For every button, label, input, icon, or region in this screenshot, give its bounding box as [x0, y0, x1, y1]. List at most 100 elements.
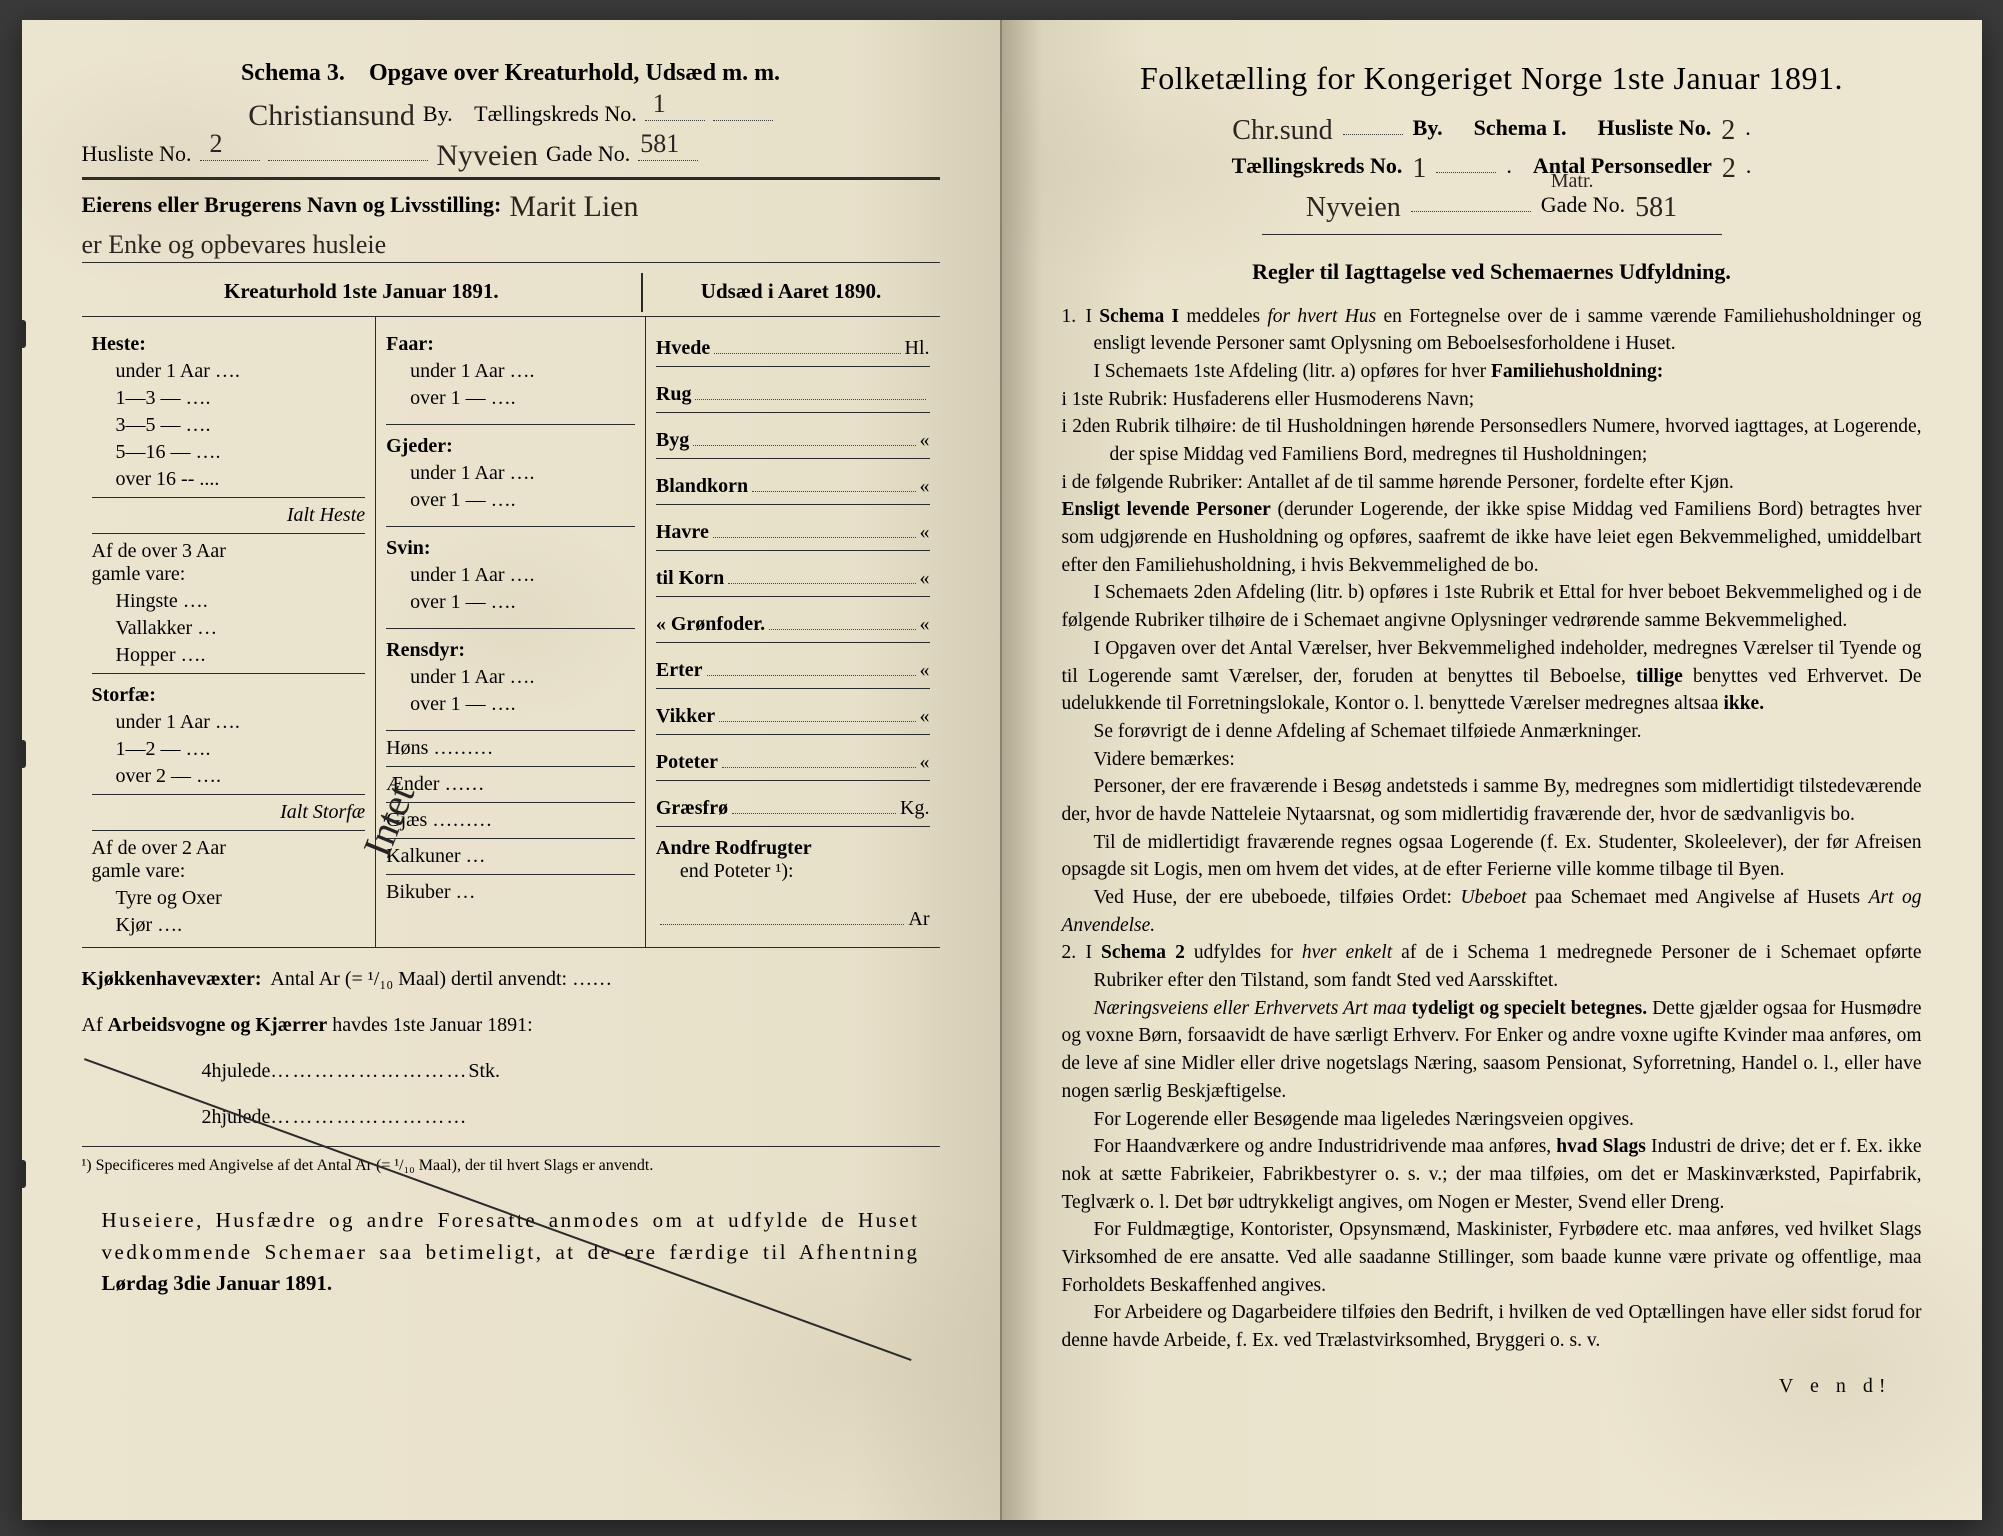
- left-title: Opgave over Kreaturhold, Udsæd m. m.: [369, 60, 780, 86]
- kreds-label: Tællingskreds No.: [474, 101, 637, 127]
- rule-text: Ved Huse, der ere ubeboede, tilføies Ord…: [1094, 887, 1461, 908]
- table-row: Rug: [656, 373, 930, 406]
- table-row: 5—16 — ….: [116, 441, 221, 464]
- table-row: Byg«: [656, 419, 930, 452]
- owner-occupation-hw: er Enke og opbevares husleie: [82, 230, 940, 260]
- husliste-label: Husliste No.: [82, 141, 192, 167]
- closing-date: Lørdag 3die Januar 1891.: [102, 1271, 333, 1295]
- storfae-head: Storfæ:: [92, 684, 366, 707]
- husliste-no: 2: [210, 129, 223, 159]
- r-antal-no: 2: [1722, 153, 1736, 185]
- r-husliste-no: 2: [1721, 115, 1735, 147]
- left-header: Schema 3. Opgave over Kreaturhold, Udsæd…: [82, 60, 940, 87]
- book-spread: Schema 3. Opgave over Kreaturhold, Udsæd…: [22, 20, 1982, 1520]
- closing-body: Huseiere, Husfædre og andre Foresatte an…: [102, 1208, 920, 1264]
- table-row: under 1 Aar ….: [116, 711, 240, 734]
- stk-label: Stk.: [468, 1060, 500, 1082]
- by-label: By.: [423, 101, 453, 127]
- faar-head: Faar:: [386, 333, 635, 356]
- rule-text: Schema I: [1099, 306, 1179, 327]
- table-row: Blandkorn«: [656, 465, 930, 498]
- col-head-right: Udsæd i Aaret 1890.: [643, 273, 940, 312]
- rule-text: Se forøvrigt de i denne Afdeling af Sche…: [1062, 718, 1922, 746]
- hjul2-line: 2hjulede: [82, 1102, 940, 1132]
- left-gade-handwritten: Nyveien: [436, 139, 538, 173]
- ialt-storfae: Ialt Storfæ: [92, 801, 366, 824]
- closing-text: Huseiere, Husfædre og andre Foresatte an…: [82, 1205, 940, 1300]
- rule-text: Til de midlertidigt fraværende regnes og…: [1062, 829, 1922, 884]
- col-2: Faar: under 1 Aar …. over 1 — …. Gjeder:…: [376, 317, 646, 947]
- vend-label: V e n d!: [1062, 1375, 1922, 1398]
- r-kreds-no: 1: [1412, 153, 1426, 185]
- rule-text: I Schemaets 1ste Afdeling (litr. a) opfø…: [1094, 361, 1491, 382]
- footnote-1: ¹) Specificeres med Angivelse af det Ant…: [82, 1146, 940, 1177]
- table-row: 1—3 — ….: [116, 387, 211, 410]
- schema-3-label: Schema 3.: [241, 60, 345, 86]
- rule-text: udfyldes for: [1185, 942, 1302, 963]
- ar-unit: Ar: [908, 908, 929, 931]
- table-row: Hopper ….: [116, 644, 206, 667]
- rule-text: Ubeboet: [1460, 887, 1526, 908]
- r-husliste-label: Husliste No.: [1598, 115, 1712, 141]
- table-row: Havre«: [656, 511, 930, 544]
- table-row: GræsfrøKg.: [656, 787, 930, 820]
- rules-title: Regler til Iagttagelse ved Schemaernes U…: [1062, 259, 1922, 285]
- rule-text: paa Schemaet med Angivelse af Husets: [1527, 887, 1869, 908]
- livestock-table: Heste: under 1 Aar …. 1—3 — …. 3—5 — …. …: [82, 316, 940, 948]
- af2-label: Af de over 2 Aar: [92, 837, 366, 860]
- table-row: til Korn«: [656, 557, 930, 590]
- table-row: Kalkuner …: [386, 845, 485, 868]
- table-row: Vallakker …: [116, 617, 218, 640]
- rule-text: i de følgende Rubriker: Antallet af de t…: [1062, 472, 1734, 493]
- kreds-no: 1: [653, 89, 666, 119]
- col-3: HvedeHl. Rug Byg« Blandkorn« Havre« til Korn«…: [646, 317, 940, 947]
- table-row: Hingste ….: [116, 590, 208, 613]
- table-row: under 1 Aar ….: [410, 360, 534, 383]
- rule-text: I Schemaets 2den Afdeling (litr. b) opfø…: [1062, 579, 1922, 634]
- right-header: Folketælling for Kongeriget Norge 1ste J…: [1062, 60, 1922, 97]
- kjokken-rest: Antal Ar (= ¹/₁₀ Maal) dertil anvendt: ……: [270, 968, 612, 990]
- rule-text: Ensligt levende Personer: [1062, 499, 1271, 520]
- rule-text: For Haandværkere og andre Industridriven…: [1094, 1136, 1557, 1157]
- rule-text: ikke.: [1723, 693, 1764, 714]
- table-headers: Kreaturhold 1ste Januar 1891. Udsæd i Aa…: [82, 273, 940, 312]
- gamle-label2: gamle vare:: [92, 860, 366, 883]
- table-row: Kjør ….: [116, 914, 183, 937]
- rule-text: for hvert Hus: [1267, 306, 1376, 327]
- r-gade-no: 581: [1635, 192, 1677, 224]
- r-by: By.: [1413, 115, 1443, 141]
- gade-label: Gade No.: [546, 141, 630, 167]
- col-head-left: Kreaturhold 1ste Januar 1891.: [82, 273, 642, 312]
- table-row: Gjæs ………: [386, 809, 492, 832]
- table-row: under 1 Aar ….: [410, 564, 534, 587]
- svin-head: Svin:: [386, 537, 635, 560]
- r-schema: Schema I.: [1474, 115, 1567, 141]
- kjokken-label: Kjøkkenhavevæxter:: [82, 968, 262, 990]
- heste-head: Heste:: [92, 333, 366, 356]
- r-gade-hw: Nyveien: [1306, 192, 1401, 224]
- rule-text: tillige: [1636, 666, 1683, 687]
- table-row: HvedeHl.: [656, 327, 930, 360]
- rule-text: I: [1086, 306, 1100, 327]
- r-gade-label: Gade No.: [1541, 192, 1625, 217]
- table-row: Poteter«: [656, 741, 930, 774]
- table-row: over 1 — ….: [410, 591, 516, 614]
- table-row: Ænder ……: [386, 773, 484, 796]
- hjul4-line: 4hjulede Stk.: [82, 1056, 940, 1086]
- rule-text: tydeligt og specielt betegnes.: [1412, 998, 1648, 1019]
- r-kreds-label: Tællingskreds No.: [1232, 153, 1403, 179]
- table-row: over 1 — ….: [410, 693, 516, 716]
- ialt-heste: Ialt Heste: [92, 504, 366, 527]
- r-matr-hw: Matr.: [1551, 170, 1594, 193]
- table-row: over 2 — ….: [116, 765, 222, 788]
- table-row: Bikuber …: [386, 881, 475, 904]
- hjul4-label: 4hjulede: [202, 1060, 271, 1082]
- table-row: Vikker«: [656, 695, 930, 728]
- table-row: under 1 Aar ….: [116, 360, 240, 383]
- right-city-hw: Chr.sund: [1232, 115, 1332, 147]
- rule-text: hver enkelt: [1302, 942, 1392, 963]
- hjul2-label: 2hjulede: [202, 1106, 271, 1128]
- vogne-line: Af Arbeidsvogne og Kjærrer havdes 1ste J…: [82, 1010, 940, 1040]
- rule-text: I: [1086, 942, 1102, 963]
- rule-text: i 2den Rubrik tilhøire: de til Husholdni…: [1062, 416, 1922, 465]
